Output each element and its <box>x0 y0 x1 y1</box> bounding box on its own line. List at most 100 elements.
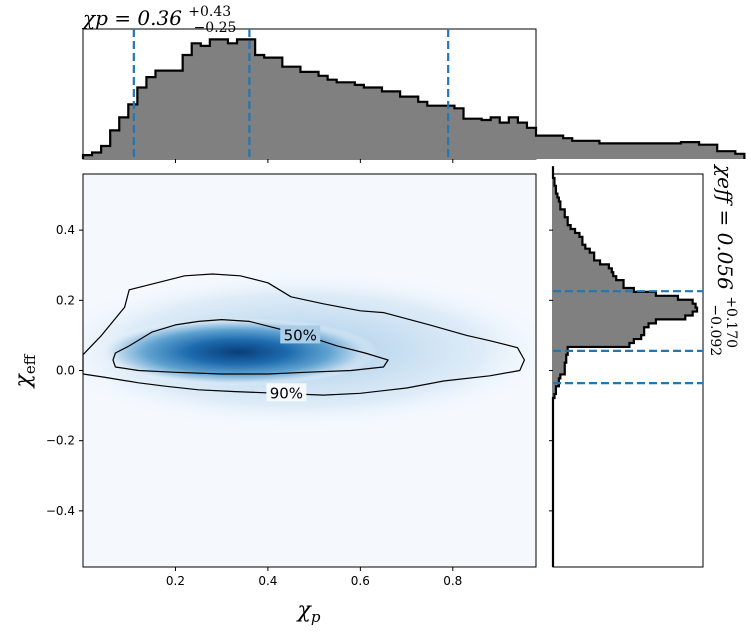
top-hist-bar <box>490 117 501 159</box>
top-hist-bar <box>300 71 310 159</box>
top-hist-bar <box>463 118 473 159</box>
right-hist-bar <box>553 299 693 305</box>
right-hist-bar <box>553 342 630 348</box>
right-marginal-title-sup: +0.170 <box>723 296 739 348</box>
joint-xtick-label: 0.8 <box>443 574 462 588</box>
top-marginal-xticks <box>174 159 454 163</box>
right-hist-bar <box>553 229 576 234</box>
top-marginal-title: χp = 0.36 +0.43 −0.25 <box>81 0 238 36</box>
right-hist-bar <box>553 240 583 246</box>
right-hist-bar <box>553 213 565 218</box>
right-hist-bar <box>553 311 693 316</box>
top-hist-bar <box>644 143 655 159</box>
joint-ytick-label: 0.2 <box>56 293 75 307</box>
contour-label-bg <box>280 325 321 344</box>
right-hist-bar <box>553 189 556 195</box>
right-hist-bar <box>553 331 645 336</box>
top-hist-bar <box>526 127 537 159</box>
right-hist-bar <box>553 221 568 226</box>
top-hist-bar <box>735 153 745 159</box>
top-hist-bar <box>545 135 555 159</box>
right-marginal-title: χeff = 0.056 +0.170 −0.092 <box>707 163 746 356</box>
right-hist-bar <box>553 350 568 356</box>
right-marginal-panel: χeff = 0.056 +0.170 −0.092 <box>549 163 746 568</box>
top-hist-bar <box>472 118 483 159</box>
right-hist-outline <box>551 166 699 567</box>
joint-xlabel: χp <box>296 598 321 626</box>
right-hist-bar <box>553 370 565 375</box>
top-hist-bar <box>699 144 709 159</box>
top-hist-bar <box>155 70 165 159</box>
right-hist-bar <box>553 236 583 242</box>
top-hist-bar <box>400 96 410 159</box>
top-hist-bar <box>110 130 120 159</box>
right-hist-bar <box>553 307 698 312</box>
joint-ylabel: χeff <box>11 353 39 389</box>
top-hist-bar <box>572 140 582 159</box>
top-hist-bar <box>83 155 93 159</box>
top-hist-bar <box>599 143 609 159</box>
right-marginal-credible-lines <box>553 290 703 385</box>
top-hist-bar <box>345 82 356 159</box>
top-hist-bar <box>92 152 102 159</box>
right-hist-bar <box>553 295 678 301</box>
right-hist-bar <box>553 346 568 352</box>
right-hist-bar <box>553 358 567 364</box>
right-hist-bar <box>553 291 656 297</box>
top-hist-bar <box>209 39 220 159</box>
top-hist-bar <box>454 108 464 159</box>
right-hist-bar <box>553 268 612 273</box>
contour-label: 90% <box>270 384 303 402</box>
top-marginal-histogram <box>81 38 746 159</box>
top-hist-bar <box>164 70 174 159</box>
joint-ytick-label: −0.2 <box>46 434 75 448</box>
right-hist-bar <box>553 209 565 214</box>
joint-ytick-label: 0.0 <box>56 364 75 378</box>
right-hist-bar <box>553 354 567 360</box>
right-hist-bar <box>553 244 586 250</box>
top-hist-bar <box>626 143 637 159</box>
top-hist-bar <box>418 101 428 159</box>
top-hist-bar <box>309 71 319 159</box>
right-hist-bar <box>553 319 656 324</box>
top-hist-bar <box>680 142 691 159</box>
right-hist-bar <box>553 386 556 391</box>
joint-xticks: 0.2 0.4 0.6 0.8 <box>166 567 462 588</box>
top-hist-bar <box>563 138 573 159</box>
top-hist-bar <box>508 117 519 159</box>
top-hist-bar <box>282 66 292 159</box>
top-hist-bar <box>662 143 673 159</box>
right-hist-bar <box>553 323 649 328</box>
top-hist-bar <box>137 87 147 159</box>
top-hist-bar <box>182 55 193 159</box>
contour-50pct <box>112 319 389 375</box>
top-hist-bar <box>717 151 727 159</box>
top-hist-bar <box>391 91 401 159</box>
joint-yticks: −0.4 −0.2 0.0 0.2 0.4 <box>46 223 83 518</box>
top-hist-bar <box>517 122 528 159</box>
top-hist-bar <box>499 122 510 159</box>
top-hist-bar <box>146 77 156 159</box>
right-hist-bar <box>553 362 565 367</box>
right-marginal-title-sub: −0.092 <box>707 304 723 356</box>
joint-xtick-label: 0.4 <box>258 574 277 588</box>
top-hist-bar <box>590 140 600 159</box>
top-hist-bar <box>635 143 646 159</box>
top-hist-bar <box>246 39 256 159</box>
top-hist-bar <box>427 105 437 159</box>
right-hist-bar <box>553 276 617 281</box>
top-hist-bar <box>671 143 682 159</box>
right-hist-bar <box>553 303 696 309</box>
right-hist-bar <box>553 390 556 395</box>
right-hist-bar <box>553 366 565 371</box>
right-hist-bar <box>553 248 590 253</box>
contour-90pct <box>82 273 526 396</box>
top-hist-bar <box>690 142 700 159</box>
right-hist-bar <box>553 197 559 202</box>
top-hist-bar <box>372 87 383 159</box>
top-hist-bar <box>409 96 419 159</box>
right-hist-bar <box>553 272 614 277</box>
joint-panel: 50% 90% 0.2 0.4 0.6 0.8 −0.4 −0.2 0.0 0.2 0.4 χp… <box>11 173 537 626</box>
top-hist-bar <box>436 105 446 159</box>
right-hist-bar <box>553 256 595 261</box>
